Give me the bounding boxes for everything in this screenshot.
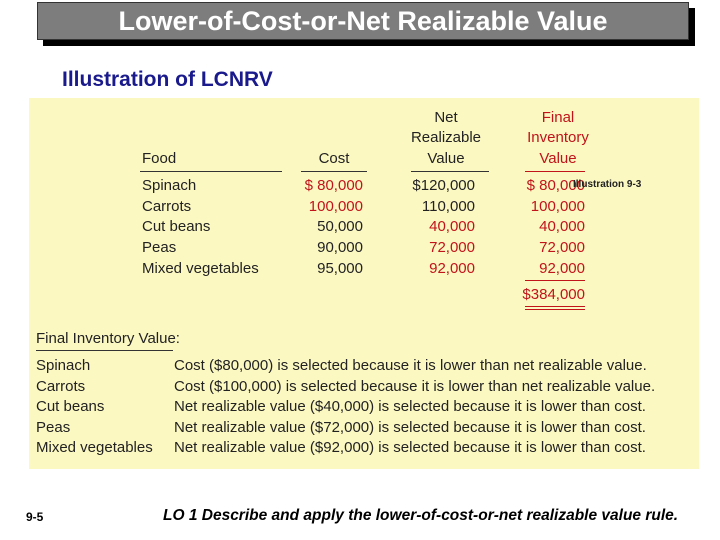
explanation-text: Cost ($100,000) is selected because it i… — [174, 378, 656, 395]
slide-subtitle: Illustration of LCNRV — [62, 68, 273, 91]
explanation-item: Peas — [36, 419, 71, 436]
header-rule-cost — [301, 171, 367, 172]
slide-title: Lower-of-Cost-or-Net Realizable Value — [118, 6, 608, 36]
explanation-item: Spinach — [36, 357, 91, 374]
slide-number: 9-5 — [26, 510, 44, 524]
total-rule-top — [525, 280, 585, 281]
header-cost: Cost — [318, 150, 350, 167]
explanation-item: Carrots — [36, 378, 86, 395]
food-name: Peas — [142, 239, 177, 256]
header-final-line3: Value — [539, 150, 577, 167]
explanation-text: Net realizable value ($72,000) is select… — [174, 419, 646, 436]
cost-value: 95,000 — [317, 260, 363, 277]
final-value: 72,000 — [539, 239, 585, 256]
explanation-heading-rule — [36, 350, 173, 351]
explanation-item: Cut beans — [36, 398, 105, 415]
header-final-line1: Final — [541, 109, 575, 126]
cost-value: 50,000 — [317, 218, 363, 235]
food-name: Cut beans — [142, 218, 211, 235]
cost-value: $ 80,000 — [304, 177, 363, 194]
food-name: Mixed vegetables — [142, 260, 259, 277]
nrv-value: 40,000 — [429, 218, 475, 235]
nrv-value: 72,000 — [429, 239, 475, 256]
cost-value: 90,000 — [317, 239, 363, 256]
final-value: 100,000 — [530, 198, 585, 215]
explanation-text: Net realizable value ($92,000) is select… — [174, 439, 646, 456]
explanation-text: Net realizable value ($40,000) is select… — [174, 398, 646, 415]
illustration-label: Illustration 9-3 — [573, 179, 642, 190]
total-rule-double-2 — [525, 309, 585, 310]
nrv-value: 92,000 — [429, 260, 475, 277]
explanation-text: Cost ($80,000) is selected because it is… — [174, 357, 647, 374]
header-rule-final — [525, 171, 585, 172]
explanation-item: Mixed vegetables — [36, 439, 153, 456]
food-name: Spinach — [142, 177, 197, 194]
title-bar: Lower-of-Cost-or-Net Realizable Value — [37, 2, 689, 40]
nrv-value: 110,000 — [421, 198, 475, 215]
final-value: 40,000 — [539, 218, 585, 235]
header-rule-nrv — [411, 171, 489, 172]
header-nrv-line1: Net — [434, 109, 458, 126]
header-nrv-line3: Value — [427, 150, 465, 167]
illustration-panel: Food Cost Net Realizable Value Final Inv… — [29, 98, 699, 469]
nrv-value: $120,000 — [412, 177, 475, 194]
final-value: 92,000 — [539, 260, 585, 277]
final-value: $ 80,000 — [526, 177, 585, 194]
header-food: Food — [142, 150, 177, 167]
header-rule-food — [140, 171, 282, 172]
explanation-heading: Final Inventory Value: — [36, 330, 180, 347]
total-rule-double-1 — [525, 306, 585, 307]
cost-value: 100,000 — [308, 198, 363, 215]
header-final-line2: Inventory — [527, 129, 589, 146]
header-nrv-line2: Realizable — [410, 129, 482, 146]
learning-objective: LO 1 Describe and apply the lower-of-cos… — [163, 507, 679, 524]
final-total: $384,000 — [522, 286, 585, 303]
food-name: Carrots — [142, 198, 192, 215]
